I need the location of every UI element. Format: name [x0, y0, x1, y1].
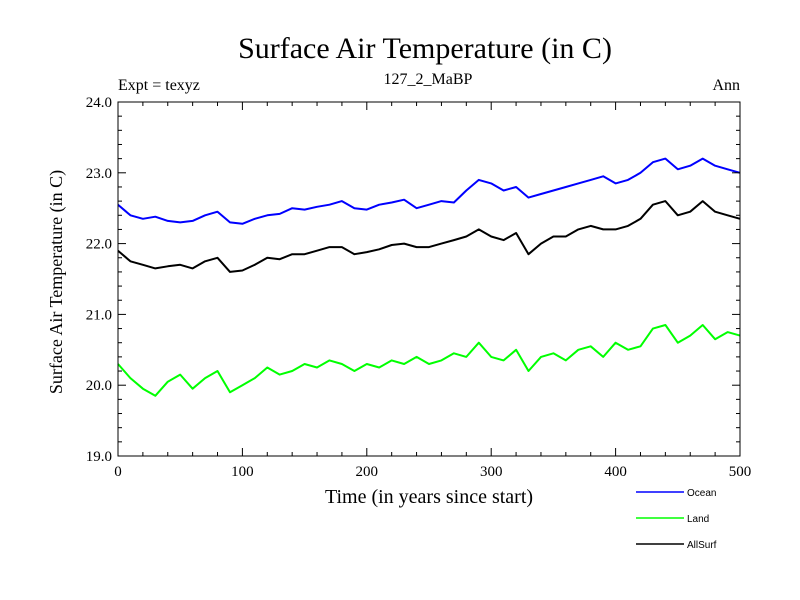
legend-label-ocean: Ocean — [687, 488, 716, 499]
y-tick-label: 24.0 — [86, 95, 112, 111]
experiment-label: Expt = texyz — [118, 77, 200, 94]
y-tick-label: 23.0 — [86, 166, 112, 182]
legend: Ocean Land AllSurf — [636, 488, 717, 551]
series-layer — [117, 157, 741, 397]
y-tick-label: 20.0 — [86, 378, 112, 394]
series-line-allsurf — [117, 200, 741, 273]
y-axis-label: Surface Air Temperature (in C) — [46, 170, 67, 394]
series-line-ocean — [117, 157, 741, 225]
x-tick-label: 400 — [604, 464, 627, 480]
x-tick-label: 300 — [480, 464, 503, 480]
x-tick-label: 200 — [356, 464, 379, 480]
chart-subtitle: 127_2_MaBP — [384, 71, 473, 88]
y-tick-label: 21.0 — [86, 307, 112, 323]
x-axis-label: Time (in years since start) — [325, 486, 533, 508]
y-tick-label: 19.0 — [86, 449, 112, 465]
ticks-layer: 0 100 200 300 400 500 19.0 20.0 21.0 22.0 23.0 24.0 — [86, 95, 752, 480]
legend-label-allsurf: AllSurf — [687, 540, 717, 551]
legend-label-land: Land — [687, 514, 709, 525]
chart-title: Surface Air Temperature (in C) — [238, 32, 612, 65]
series-line-land — [117, 324, 741, 397]
x-tick-label: 0 — [114, 464, 122, 480]
x-tick-label: 500 — [729, 464, 752, 480]
season-label: Ann — [712, 77, 740, 94]
x-tick-label: 100 — [231, 464, 254, 480]
plot-frame — [117, 101, 741, 457]
y-tick-label: 22.0 — [86, 237, 112, 253]
